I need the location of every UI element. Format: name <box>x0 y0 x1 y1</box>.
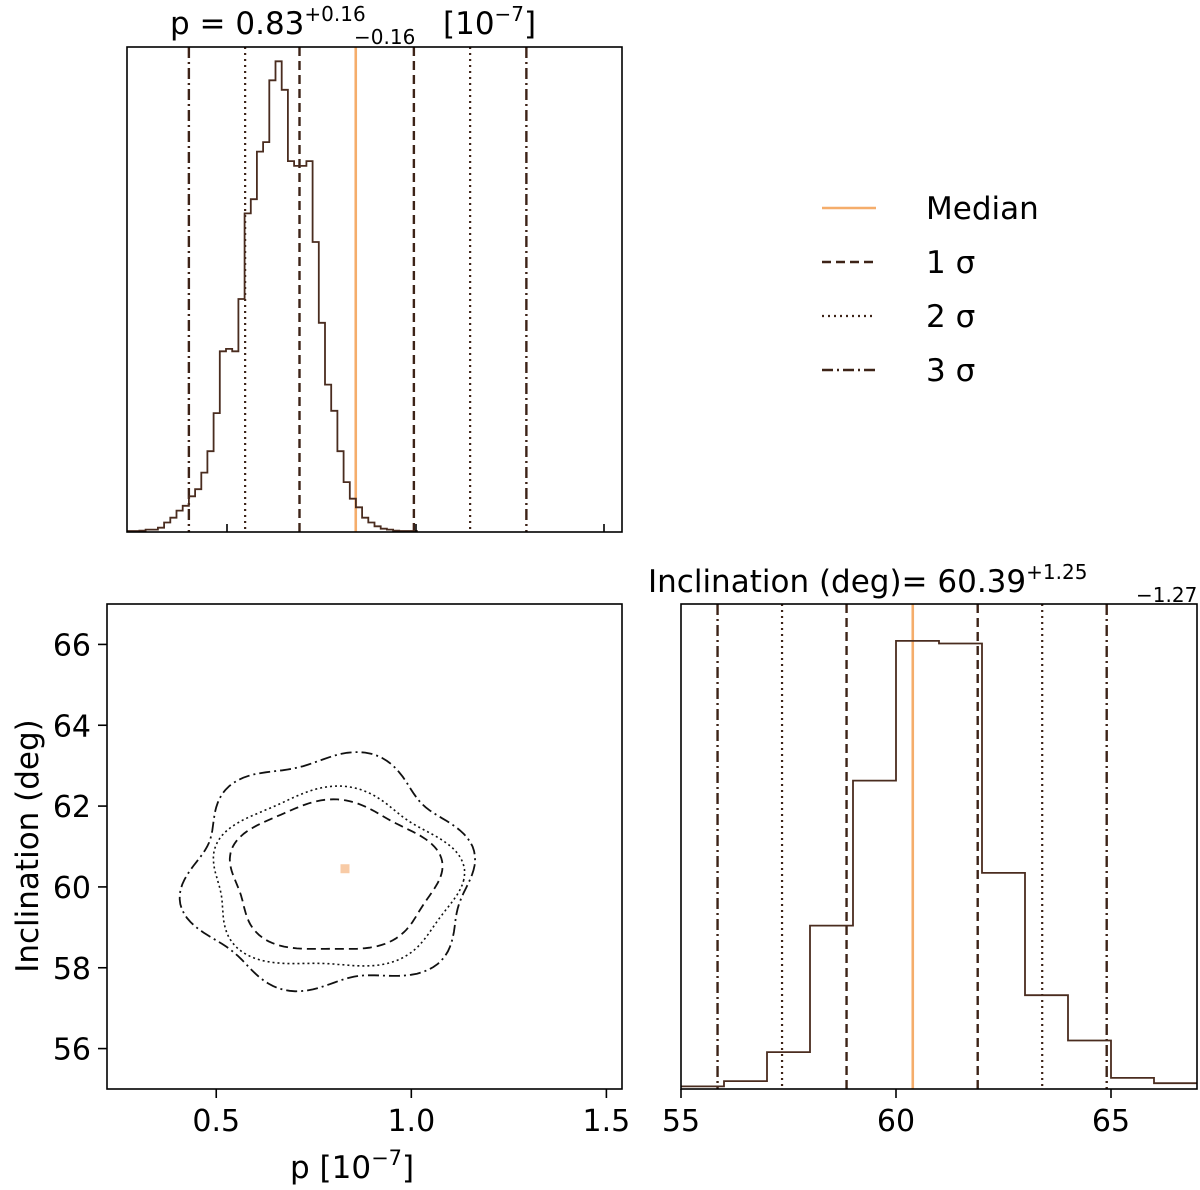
y-tick-label: 60 <box>53 871 91 906</box>
x-tick-label: 1.5 <box>583 1104 631 1139</box>
inc-x-tick-label: 65 <box>1092 1104 1130 1139</box>
median-point-marker <box>340 864 350 874</box>
y-tick-label: 56 <box>53 1033 91 1068</box>
contour-3sigma <box>178 751 477 993</box>
contour-panel: 0.5 1.0 1.5 56 58 60 62 64 66 p [10−7] Inclinat… <box>10 603 631 1186</box>
p-histogram-title-sub: −0.16 <box>354 25 415 49</box>
y-tick-label: 58 <box>53 952 91 987</box>
inclination-histogram-panel: 55 60 65 Inclination (deg)= 60.39+1.25 −1.… <box>648 560 1198 1139</box>
x-axis-label: p [10−7] <box>290 1146 414 1186</box>
y-tick-label: 62 <box>53 790 91 825</box>
inclination-histogram-title: Inclination (deg)= 60.39+1.25 <box>648 560 1087 600</box>
p-histogram-title-unit: [10−7] <box>443 2 536 42</box>
legend-3sigma-label: 3 σ <box>926 353 975 389</box>
x-tick-label: 0.5 <box>192 1104 240 1139</box>
y-tick-label: 66 <box>53 628 91 663</box>
legend-1sigma-label: 1 σ <box>926 245 975 281</box>
inclination-histogram-frame <box>680 603 1198 1090</box>
contour-2sigma <box>212 785 466 967</box>
inclination-histogram-title-sub: −1.27 <box>1136 583 1197 607</box>
legend-median-label: Median <box>926 191 1039 227</box>
y-axis-label: Inclination (deg) <box>10 719 46 973</box>
p-histogram-panel: p = 0.83+0.16 −0.16 [10−7] <box>126 2 623 533</box>
p-histogram-frame <box>126 46 623 533</box>
p-histogram-bottom-ticks <box>226 524 605 532</box>
x-tick-label: 1.0 <box>387 1104 435 1139</box>
contour-frame <box>106 603 623 1090</box>
p-histogram-title: p = 0.83+0.16 <box>170 2 366 42</box>
p-histogram-steps <box>127 60 418 532</box>
inc-x-tick-label: 60 <box>877 1104 915 1139</box>
inc-x-tick-label: 55 <box>662 1104 700 1139</box>
inclination-histogram-steps <box>681 640 1197 1088</box>
y-tick-label: 64 <box>53 709 91 744</box>
legend: Median 1 σ 2 σ 3 σ <box>822 191 1039 389</box>
legend-2sigma-label: 2 σ <box>926 299 975 335</box>
